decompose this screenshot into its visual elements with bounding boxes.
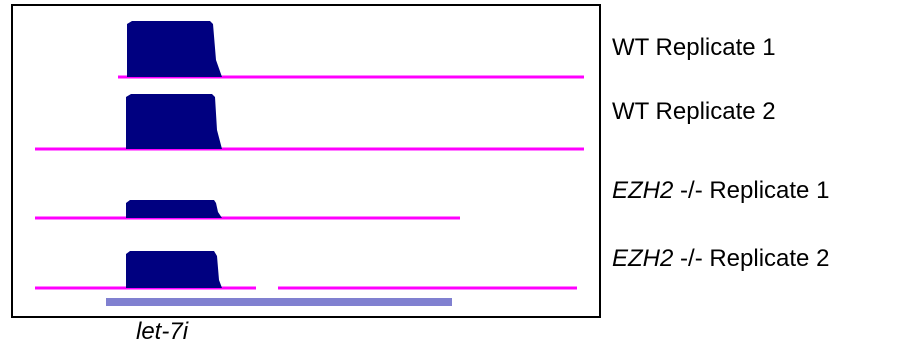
track-label-wt-replicate-1: WT Replicate 1 [612, 34, 776, 62]
track-ezh2-replicate-2 [35, 251, 577, 290]
track-wt-replicate-2 [35, 94, 584, 151]
track-label-gene: EZH2 [612, 245, 674, 272]
track-label-text: WT Replicate 2 [612, 98, 776, 125]
track-4-peak [126, 251, 222, 288]
track-2-peak [126, 94, 222, 149]
panel-frame [11, 4, 601, 318]
track-ezh2-replicate-1 [35, 200, 460, 220]
gene-annotation-bar [106, 298, 452, 306]
track-label-text: -/- Replicate 2 [673, 245, 830, 272]
track-label-text: -/- Replicate 1 [673, 177, 830, 204]
track-1-peak [127, 21, 222, 77]
track-label-wt-replicate-2: WT Replicate 2 [612, 98, 776, 126]
track-label-gene: EZH2 [612, 177, 674, 204]
gene-name-label: let-7i [136, 318, 189, 345]
track-label-text: WT Replicate 1 [612, 34, 776, 61]
track-3-peak [126, 200, 222, 218]
track-wt-replicate-1 [118, 21, 584, 79]
track-label-ezh2-replicate-2: EZH2 -/- Replicate 2 [612, 245, 829, 273]
track-label-ezh2-replicate-1: EZH2 -/- Replicate 1 [612, 177, 829, 205]
